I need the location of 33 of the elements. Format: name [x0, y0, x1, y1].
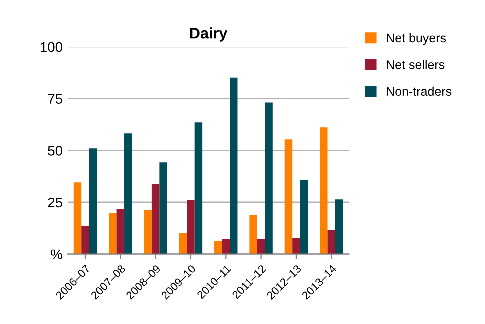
bar: [300, 180, 308, 254]
bar: [82, 226, 90, 254]
bar: [160, 162, 168, 254]
bar: [250, 215, 258, 254]
y-tick-label: %: [51, 250, 63, 260]
bar: [109, 213, 117, 254]
bar: [144, 210, 152, 254]
y-tick-label: 25: [48, 198, 62, 208]
bar: [214, 241, 222, 254]
chart-title: Dairy: [190, 28, 228, 42]
bar: [124, 134, 132, 254]
bar: [179, 233, 188, 254]
bar: [230, 78, 238, 254]
bar: [222, 239, 230, 254]
legend-label: Net buyers: [387, 33, 446, 46]
bar: [265, 102, 273, 254]
legend-label: Net sellers: [387, 60, 445, 70]
bar: [187, 200, 195, 254]
bar: [284, 140, 293, 254]
bar: [292, 238, 300, 254]
bar: [116, 210, 125, 254]
legend-label: Non-traders: [387, 86, 452, 96]
bar: [257, 239, 266, 254]
bar: [74, 182, 82, 254]
y-tick-label: 100: [40, 42, 62, 52]
bar: [328, 230, 336, 254]
bar: [335, 200, 344, 254]
bar: [194, 122, 203, 254]
bar: [89, 148, 98, 254]
bar: [320, 128, 328, 254]
bar: [152, 184, 160, 254]
y-tick-label: 50: [48, 146, 62, 156]
y-tick-label: 75: [48, 94, 62, 104]
